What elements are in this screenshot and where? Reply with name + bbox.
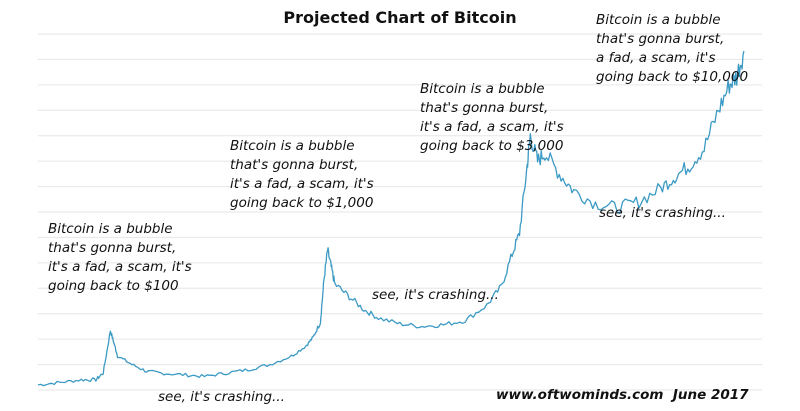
bitcoin-price-line [37,50,745,387]
source-credit: www.oftwominds.com June 2017 [496,387,749,403]
crash-label-3: see, it's crashing... [599,205,726,221]
annotation-2: Bitcoin is a bubble that's gonna burst, … [230,138,374,211]
annotation-1: Bitcoin is a bubble that's gonna burst, … [48,221,192,294]
annotation-3: Bitcoin is a bubble that's gonna burst, … [420,81,564,154]
crash-label-1: see, it's crashing... [158,389,285,405]
annotation-4: Bitcoin is a bubble that's gonna burst, … [596,12,749,85]
crash-label-2: see, it's crashing... [372,287,499,303]
chart-title: Projected Chart of Bitcoin [283,8,517,27]
